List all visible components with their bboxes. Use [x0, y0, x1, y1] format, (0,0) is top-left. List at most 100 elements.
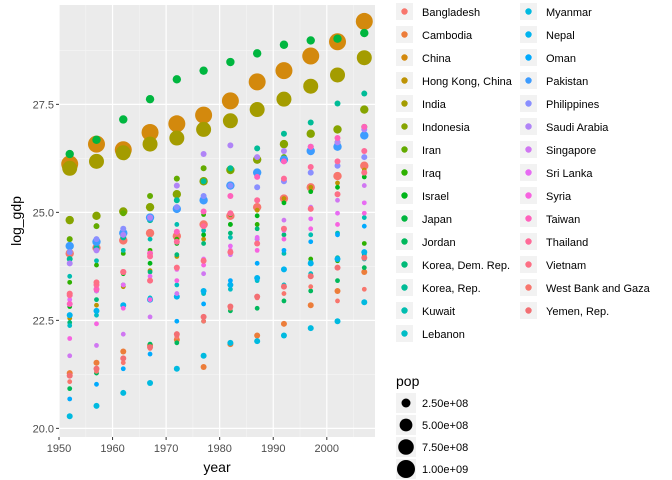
legend-item-label: Yemen, Rep.: [546, 306, 609, 318]
data-point: [227, 192, 234, 199]
data-point: [308, 216, 314, 222]
data-point: [120, 355, 127, 362]
legend-key-swatch: [525, 261, 532, 268]
data-point: [201, 232, 207, 238]
data-point: [254, 338, 261, 345]
data-point: [360, 131, 369, 140]
legend-key-swatch: [401, 31, 408, 38]
legend-item-label: Israel: [422, 191, 449, 203]
data-point: [173, 182, 180, 189]
data-point: [280, 283, 287, 290]
data-point: [281, 236, 287, 242]
data-point: [120, 247, 126, 253]
data-point: [281, 247, 287, 253]
data-point: [196, 121, 212, 137]
data-point: [334, 287, 341, 294]
data-point: [93, 286, 100, 293]
data-point: [62, 160, 78, 176]
legend-key-swatch: [525, 307, 532, 314]
data-point: [227, 182, 234, 189]
data-point: [308, 239, 314, 245]
data-point: [226, 57, 235, 67]
data-point: [67, 386, 73, 392]
data-point: [254, 247, 260, 253]
data-point: [88, 153, 104, 169]
data-point: [201, 262, 207, 268]
data-point: [200, 352, 207, 359]
data-point: [200, 192, 207, 199]
data-point: [254, 293, 261, 300]
legend-key-swatch: [401, 8, 408, 15]
data-point: [173, 238, 180, 245]
data-point: [303, 78, 319, 94]
grid-lines: [58, 5, 375, 437]
data-point: [254, 207, 260, 213]
legend-key-swatch: [525, 123, 532, 130]
data-point: [227, 235, 233, 240]
x-tick-label: 1950: [47, 443, 71, 455]
data-point: [200, 257, 207, 264]
data-point: [67, 297, 73, 303]
x-tick-label: 1990: [261, 443, 285, 455]
data-point: [200, 223, 207, 230]
data-point: [120, 268, 127, 275]
data-point: [65, 215, 74, 225]
data-point: [227, 222, 233, 227]
data-point: [173, 197, 180, 204]
data-point: [281, 200, 287, 206]
data-point: [227, 165, 234, 172]
data-point: [335, 278, 340, 284]
data-point: [173, 365, 180, 372]
data-point: [361, 268, 368, 275]
data-point: [227, 303, 234, 310]
data-point: [308, 189, 314, 195]
data-point: [335, 197, 340, 203]
legend-item-label: Nepal: [546, 30, 575, 42]
data-point: [92, 211, 101, 221]
legend-key-swatch: [525, 169, 532, 176]
y-tick-label: 25.0: [33, 207, 54, 219]
legend-key-swatch: [401, 238, 408, 245]
data-point: [174, 278, 180, 284]
x-tick-label: 1960: [100, 443, 124, 455]
data-point: [66, 260, 73, 267]
data-point: [66, 300, 73, 307]
legend-item-label: Sri Lanka: [546, 168, 593, 180]
data-point: [173, 204, 180, 211]
data-point: [307, 164, 314, 170]
data-point: [147, 253, 154, 260]
data-point: [93, 247, 100, 254]
data-point: [222, 113, 238, 129]
data-point: [200, 178, 207, 185]
data-point: [307, 302, 314, 309]
data-point: [67, 379, 73, 385]
data-point: [334, 139, 341, 146]
data-point: [221, 92, 239, 110]
data-point: [200, 313, 207, 320]
data-point: [335, 210, 340, 216]
legend-item-label: West Bank and Gaza: [546, 283, 651, 295]
data-point: [334, 191, 341, 198]
data-point: [94, 302, 99, 308]
data-point: [227, 278, 233, 284]
data-point: [174, 318, 180, 324]
data-point: [306, 36, 315, 45]
data-point: [254, 184, 261, 191]
data-point: [147, 192, 154, 199]
data-point: [279, 139, 289, 149]
data-point: [147, 236, 153, 242]
data-point: [67, 323, 73, 328]
data-point: [120, 225, 127, 232]
legend-item-label: Jordan: [422, 237, 456, 249]
data-point: [94, 343, 99, 348]
data-point: [67, 279, 73, 285]
data-point: [92, 135, 101, 144]
data-point: [254, 154, 261, 161]
data-point: [169, 130, 185, 146]
data-point: [279, 40, 289, 49]
data-point: [147, 277, 154, 284]
data-point: [66, 290, 73, 297]
data-point: [307, 325, 314, 332]
data-point: [254, 222, 260, 227]
